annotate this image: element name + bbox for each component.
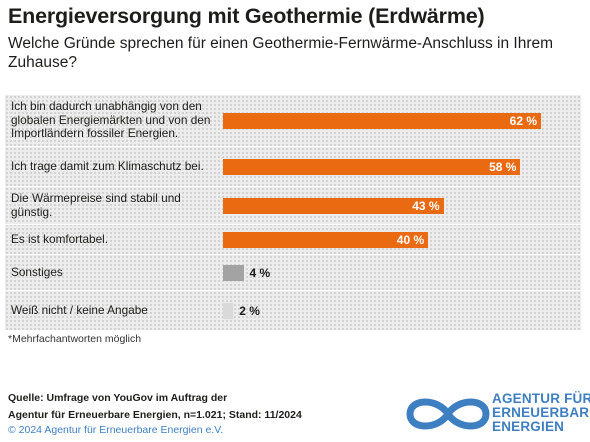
source-line-2: Agentur für Erneuerbare Energien, n=1.02…	[8, 409, 302, 421]
category-label: Ich bin dadurch unabhängig von den globa…	[11, 99, 211, 141]
chart-subtitle: Welche Gründe sprechen für einen Geother…	[8, 35, 554, 71]
chart-row: Weiß nicht / keine Angabe 2 %	[5, 291, 581, 331]
category-label: Sonstiges	[11, 264, 63, 279]
value-label: 62 %	[509, 114, 537, 128]
value-label: 43 %	[412, 199, 440, 213]
logo-wordmark: AGENTUR FÜR ERNEUERBARE ENERGIEN	[492, 392, 590, 434]
logo-line-2: ERNEUERBARE	[492, 405, 590, 420]
chart-row: Ich trage damit zum Klimaschutz bei. 58 %	[5, 147, 581, 187]
bar	[223, 198, 444, 214]
value-label: 4 %	[249, 266, 271, 280]
bar-chart: Ich bin dadurch unabhängig von den globa…	[5, 95, 581, 331]
value-label: 58 %	[489, 160, 517, 174]
source-note: Quelle: Umfrage von YouGov im Auftrag de…	[8, 390, 302, 424]
chart-row: Sonstiges 4 %	[5, 255, 581, 291]
value-label: 40 %	[396, 233, 425, 247]
bar	[223, 303, 234, 319]
chart-row: Ich bin dadurch unabhängig von den globa…	[5, 95, 581, 147]
footnote: *Mehrfachantworten möglich	[8, 333, 142, 345]
category-label: Die Wärmepreise sind stabil und günstig.	[11, 191, 181, 219]
bar	[223, 113, 541, 129]
category-label: Ich trage damit zum Klimaschutz bei.	[11, 158, 204, 173]
copyright: © 2024 Agentur für Erneuerbare Energien …	[8, 424, 224, 436]
chart-row: Es ist komfortabel. 40 %	[5, 225, 581, 255]
category-label: Es ist komfortabel.	[11, 231, 109, 246]
bar	[223, 265, 244, 281]
logo-line-3: ENERGIEN	[492, 419, 565, 434]
chart-title: Energieversorgung mit Geothermie (Erdwär…	[8, 4, 485, 28]
value-label: 2 %	[239, 304, 260, 318]
logo-line-1: AGENTUR FÜR	[492, 391, 590, 406]
bar	[223, 232, 429, 248]
category-label: Weiß nicht / keine Angabe	[11, 302, 148, 317]
bar	[223, 159, 521, 175]
infinity-logo-icon	[406, 398, 490, 430]
source-line-1: Quelle: Umfrage von YouGov im Auftrag de…	[8, 392, 228, 404]
chart-row: Die Wärmepreise sind stabil und günstig.…	[5, 187, 581, 225]
